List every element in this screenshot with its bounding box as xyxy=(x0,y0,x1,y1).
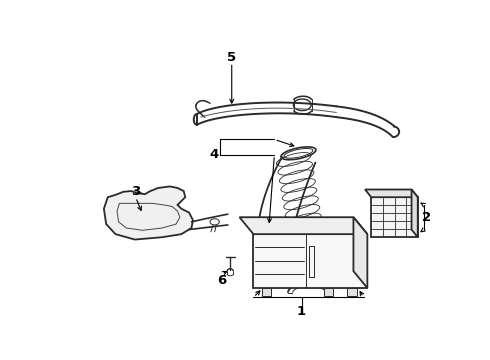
Polygon shape xyxy=(253,234,368,288)
Text: 4: 4 xyxy=(209,148,219,161)
Text: 2: 2 xyxy=(422,211,432,224)
Text: 3: 3 xyxy=(131,185,140,198)
Polygon shape xyxy=(104,186,193,239)
Polygon shape xyxy=(324,288,333,296)
Polygon shape xyxy=(371,197,418,237)
Polygon shape xyxy=(365,189,418,197)
Polygon shape xyxy=(353,217,368,288)
Polygon shape xyxy=(347,288,357,296)
Text: 6: 6 xyxy=(217,274,226,287)
Polygon shape xyxy=(412,189,418,237)
Polygon shape xyxy=(262,288,271,296)
Text: 5: 5 xyxy=(227,50,236,64)
Polygon shape xyxy=(240,217,368,234)
Text: 1: 1 xyxy=(297,305,306,318)
